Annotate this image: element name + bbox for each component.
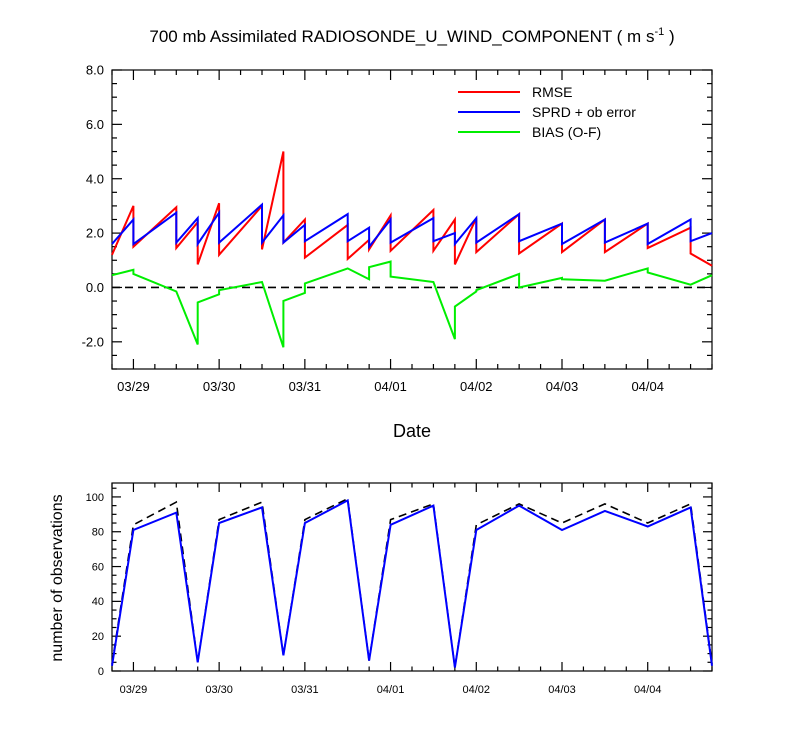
x-tick-label: 04/04 [631, 379, 664, 394]
x-tick-label: 03/29 [117, 379, 150, 394]
y-tick-label: 100 [86, 492, 104, 504]
bottom-y-axis-label: number of observations [49, 494, 66, 661]
y-tick-label: -2.0 [82, 334, 104, 349]
legend-label: SPRD + ob error [532, 104, 636, 120]
y-tick-label: 8.0 [86, 63, 104, 78]
series-line-dashed [111, 497, 713, 668]
y-tick-label: 2.0 [86, 226, 104, 241]
y-tick-label: 6.0 [86, 117, 104, 132]
x-tick-label: 04/01 [374, 379, 407, 394]
series-rmse [111, 151, 713, 267]
x-tick-label: 03/30 [205, 684, 233, 696]
x-tick-label: 04/02 [460, 379, 493, 394]
y-tick-label: 4.0 [86, 171, 104, 186]
series-line-solid [111, 498, 713, 668]
series-bias-o-f- [111, 260, 713, 348]
x-tick-label: 03/31 [289, 379, 322, 394]
legend-label: RMSE [532, 84, 572, 100]
y-tick-label: 20 [92, 631, 104, 643]
y-tick-label: 40 [92, 596, 104, 608]
top-panel: 03/29 03/30 03/31 04/01 04/02 04/03 04/04 -2.0 0… [82, 63, 713, 394]
x-tick-label: 04/01 [377, 684, 405, 696]
x-tick-label: 04/03 [548, 684, 576, 696]
y-tick-label: 80 [92, 527, 104, 539]
y-tick-label: 0 [98, 666, 104, 678]
x-tick-label: 03/29 [120, 684, 148, 696]
series-line [111, 151, 713, 267]
legend-label: BIAS (O-F) [532, 124, 601, 140]
series-line [111, 260, 713, 348]
chart-title-superscript: -1 [654, 26, 664, 38]
x-tick-label: 04/04 [634, 684, 662, 696]
chart-title-end: ) [664, 27, 674, 46]
series-line [111, 202, 713, 250]
top-x-axis-label: Date [393, 421, 431, 441]
chart-title-main: 700 mb Assimilated RADIOSONDE_U_WIND_COM… [149, 27, 654, 46]
x-tick-label: 03/30 [203, 379, 236, 394]
x-tick-label: 04/03 [546, 379, 579, 394]
chart-title: 700 mb Assimilated RADIOSONDE_U_WIND_COM… [149, 26, 674, 46]
legend: RMSE SPRD + ob error BIAS (O-F) [458, 84, 636, 140]
series-sprd-ob-error [111, 202, 713, 250]
y-tick-label: 0.0 [86, 280, 104, 295]
bottom-panel: 03/29 03/30 03/31 04/01 04/02 04/03 04/04 0 20 40… [86, 482, 713, 696]
y-tick-label: 60 [92, 561, 104, 573]
x-tick-label: 04/02 [463, 684, 491, 696]
x-tick-label: 03/31 [291, 684, 319, 696]
